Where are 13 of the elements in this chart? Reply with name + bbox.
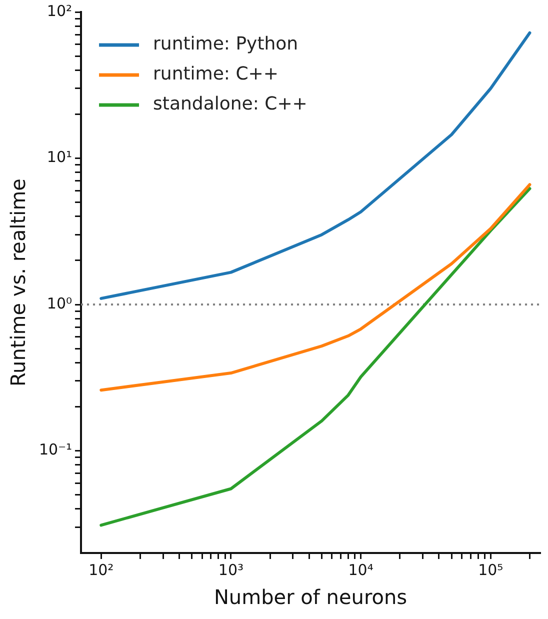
x-tick-label: 10³	[218, 560, 244, 579]
y-tick-label: 10⁰	[46, 294, 72, 312]
x-tick-label: 10²	[88, 560, 114, 579]
legend-label: standalone: C++	[153, 94, 308, 115]
y-tick-label: 10⁻¹	[38, 440, 72, 459]
y-tick-label: 10¹	[46, 148, 72, 166]
y-axis-title: Runtime vs. realtime	[6, 178, 30, 386]
y-tick-label: 10²	[46, 2, 72, 20]
legend-label: runtime: C++	[153, 64, 278, 85]
x-tick-label: 10⁵	[478, 560, 504, 579]
legend-label: runtime: Python	[153, 34, 298, 55]
x-tick-label: 10⁴	[348, 560, 374, 579]
x-axis-title: Number of neurons	[214, 585, 408, 610]
